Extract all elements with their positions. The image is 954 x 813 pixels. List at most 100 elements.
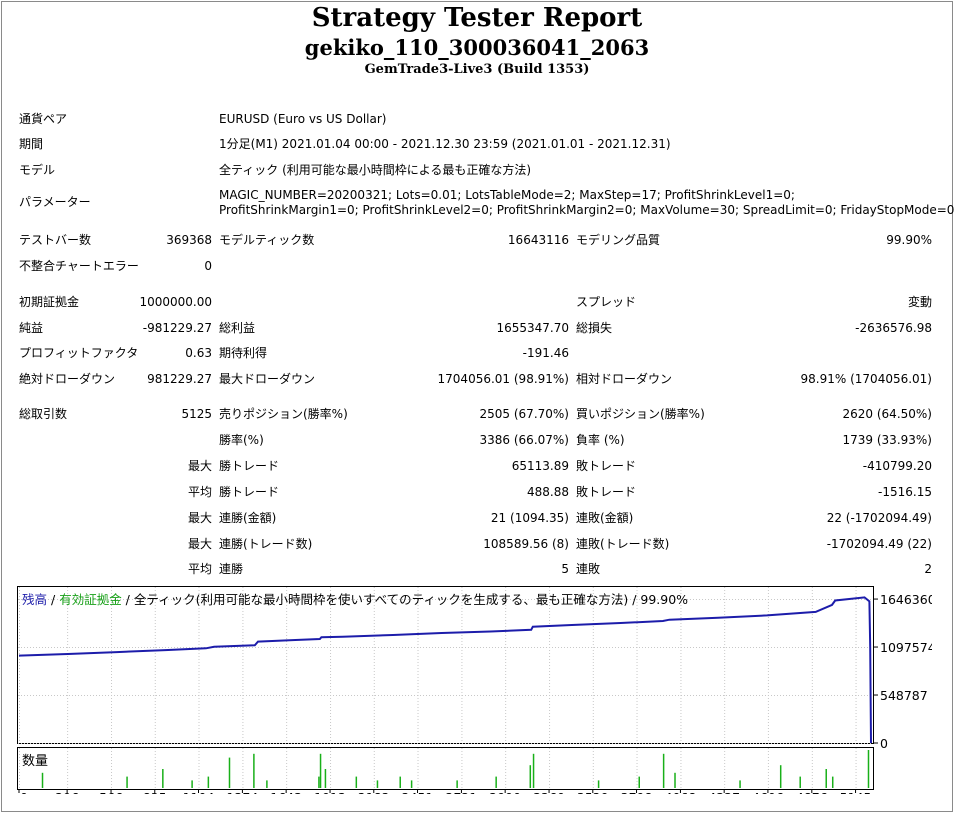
volume-bar: [825, 769, 827, 788]
volume-bar: [739, 780, 741, 788]
volume-bar: [779, 765, 782, 788]
legend-sep-1: /: [47, 592, 59, 607]
max-consec-losses-amt-label: 連敗(金額): [576, 511, 634, 525]
volume-bar: [529, 765, 532, 788]
deposit-label: 初期証拠金: [19, 295, 80, 309]
volume-bar: [532, 753, 535, 788]
volume-bar: [207, 776, 210, 788]
x-tick-label: 1913: [314, 790, 346, 794]
volume-bar: [253, 753, 255, 788]
max-consec-wins-cnt-value: 108589.56 (8): [483, 537, 569, 551]
net-profit-label: 純益: [19, 321, 44, 335]
grid: [18, 587, 873, 789]
x-tick-label: 4606: [752, 790, 784, 794]
volume-bar: [410, 780, 413, 788]
model-label: モデル: [19, 163, 56, 177]
total-trades-label: 総取引数: [19, 407, 68, 421]
volume-bar: [495, 776, 497, 788]
short-positions-label: 売りポジション(勝率%): [219, 407, 348, 421]
max-consec-amt-prefix: 最大: [187, 511, 212, 525]
win-rate-label: 勝率(%): [219, 433, 264, 447]
avg-win-label: 勝トレード: [219, 485, 280, 499]
avg-loss-label: 敗トレード: [576, 485, 637, 499]
legend-equity: 有効証拠金: [59, 592, 122, 607]
x-tick-label: 4876: [796, 790, 828, 794]
model-value: 全ティック (利用可能な最小時間枠による最も正確な方法): [219, 163, 532, 177]
volume-bar: [831, 776, 834, 788]
y-axis: 0 548787 1097574 1646360: [873, 592, 932, 751]
main-plot-frame: [17, 586, 874, 744]
gross-profit-label: 総利益: [219, 321, 256, 335]
avg-consec-wins-value: 5: [561, 562, 569, 576]
total-trades-value: 5125: [181, 407, 212, 421]
ticks-label: モデルティック数: [219, 233, 315, 247]
abs-drawdown-value: 981229.27: [147, 372, 212, 386]
largest-win-value: 65113.89: [511, 459, 569, 473]
largest-loss-label: 敗トレード: [576, 459, 637, 473]
volume-bar: [399, 776, 401, 788]
expected-payoff-value: -191.46: [522, 346, 569, 360]
legend-description: / 全ティック(利用可能な最小時間枠を使いすべてのティックを生成する、最も正確な…: [122, 592, 688, 607]
average-prefix: 平均: [187, 485, 212, 499]
volume-bar: [162, 769, 164, 788]
bars-value: 369368: [166, 233, 212, 247]
mismatch-value: 0: [204, 259, 212, 273]
largest-win-label: 勝トレード: [219, 459, 280, 473]
x-tick-label: 4337: [708, 790, 740, 794]
x-axis: 0 296 566 835 1104 1374 1643 1913 2182 2451 2721 29…: [18, 789, 872, 794]
volume-bar: [319, 753, 322, 788]
abs-drawdown-label: 絶対ドローダウン: [19, 372, 116, 386]
long-positions-value: 2620 (64.50%): [842, 407, 932, 421]
period-value: 1分足(M1) 2021.01.04 00:00 - 2021.12.30 23…: [219, 137, 671, 151]
x-tick-label: 296: [55, 790, 79, 794]
volume-label: 数量: [22, 754, 48, 769]
x-tick-label: 4068: [665, 790, 697, 794]
x-tick-label: 3798: [621, 790, 653, 794]
volume-bar: [41, 772, 44, 788]
x-tick-label: 0: [20, 790, 28, 794]
profit-factor-label: プロフィットファクタ: [19, 346, 139, 360]
volume-bar: [638, 776, 640, 788]
volume-bar: [228, 757, 231, 788]
largest-loss-value: -410799.20: [862, 459, 932, 473]
avg-win-value: 488.88: [527, 485, 569, 499]
symbol-label: 通貨ペア: [19, 112, 68, 126]
x-tick-label: 2721: [446, 790, 478, 794]
period-label: 期間: [19, 137, 44, 151]
max-consec-wins-amt-label: 連勝(金額): [219, 511, 277, 525]
max-consec-wins-cnt-label: 連勝(トレード数): [219, 537, 313, 551]
avg-consec-losses-value: 2: [924, 562, 932, 576]
y-tick-label: 1097574: [880, 640, 932, 655]
balance-chart: 0 548787 1097574 1646360 0 296 566 835 1104 1374…: [17, 586, 932, 794]
spread-label: スプレッド: [576, 295, 637, 309]
mismatch-label: 不整合チャートエラー: [19, 259, 139, 273]
volume-bar: [456, 780, 458, 788]
volume-bar: [324, 769, 327, 788]
volume-bar: [266, 780, 268, 788]
volume-bar: [126, 776, 128, 788]
build-info: GemTrade3-Live3 (Build 1353): [364, 62, 590, 77]
legend-balance: 残高: [22, 592, 47, 607]
max-drawdown-label: 最大ドローダウン: [219, 372, 316, 386]
avg-consec-wins-label: 連勝: [219, 562, 244, 576]
params-line-1: MAGIC_NUMBER=20200321; Lots=0.01; LotsTa…: [219, 188, 795, 202]
gross-loss-label: 総損失: [576, 321, 613, 335]
x-tick-label: 5145: [840, 790, 872, 794]
profit-factor-value: 0.63: [185, 346, 212, 360]
avg-consec-losses-label: 連敗: [576, 562, 601, 576]
quality-value: 99.90%: [886, 233, 932, 247]
x-tick-label: 1643: [270, 790, 302, 794]
volume-bar: [799, 776, 801, 788]
symbol-value: EURUSD (Euro vs US Dollar): [219, 112, 387, 126]
max-consec-losses-cnt-label: 連敗(トレード数): [576, 537, 670, 551]
x-tick-label: 1104: [183, 790, 215, 794]
x-tick-label: 3260: [533, 790, 565, 794]
long-positions-label: 買いポジション(勝率%): [576, 407, 705, 421]
max-consec-losses-cnt-value: -1702094.49 (22): [826, 537, 932, 551]
x-tick-label: 566: [99, 790, 123, 794]
x-tick-label: 3529: [577, 790, 609, 794]
x-tick-label: 1374: [226, 790, 258, 794]
avg-consec-prefix: 平均: [187, 562, 212, 576]
bars-label: テストバー数: [19, 233, 92, 247]
